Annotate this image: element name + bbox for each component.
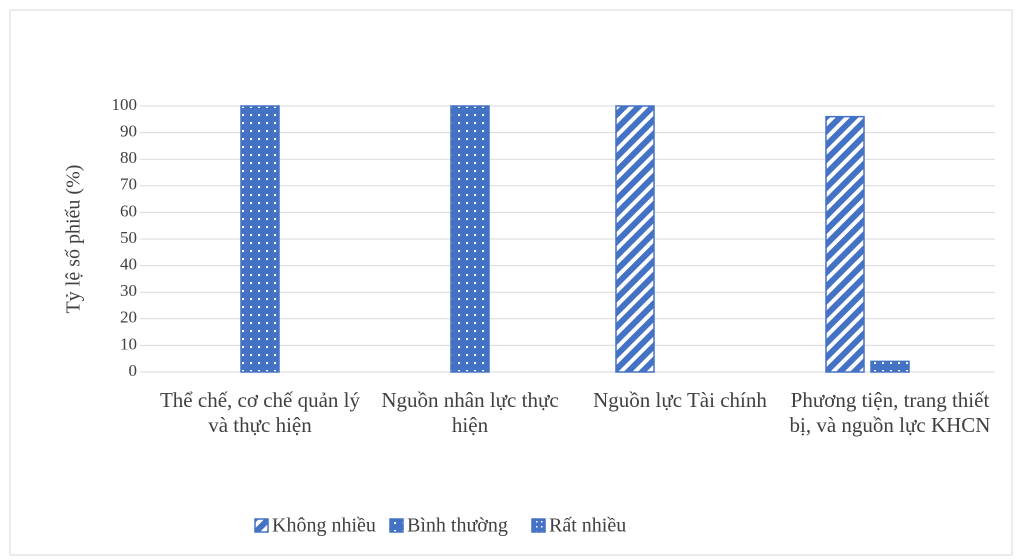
legend-label: Rất nhiều xyxy=(549,515,626,537)
y-tick-label: 50 xyxy=(120,228,137,247)
legend-label: Bình thường xyxy=(407,515,508,537)
y-tick-label: 80 xyxy=(120,148,137,167)
bar xyxy=(615,105,655,373)
y-tick-label: 70 xyxy=(120,175,137,194)
x-tick-label-box: Phương tiện, trang thiết bị, và nguồn lự… xyxy=(789,388,991,437)
bar xyxy=(870,360,910,373)
x-tick-label: Thể chế, cơ chế quản lý và thực hiện xyxy=(159,388,360,437)
x-tick-label: Nguồn lực Tài chính xyxy=(593,388,767,412)
x-tick-label-box: Nguồn lực Tài chính xyxy=(593,388,767,412)
legend-swatch xyxy=(389,518,404,533)
bar xyxy=(450,105,490,373)
legend-label: Không nhiều xyxy=(272,515,376,537)
x-tick-label: Phương tiện, trang thiết bị, và nguồn lự… xyxy=(789,388,991,437)
legend-swatch xyxy=(531,518,546,533)
y-tick-label: 30 xyxy=(120,281,137,300)
x-tick-label-box: Thể chế, cơ chế quản lý và thực hiện xyxy=(159,388,360,437)
x-tick-label-box: Nguồn nhân lực thực hiện xyxy=(381,388,559,437)
y-tick-label: 10 xyxy=(120,334,137,353)
y-tick-label: 100 xyxy=(112,95,138,114)
y-tick-label: 60 xyxy=(120,201,137,220)
y-tick-label: 0 xyxy=(129,361,138,380)
y-tick-label: 40 xyxy=(120,255,137,274)
bar xyxy=(825,115,865,373)
y-tick-label: 20 xyxy=(120,308,137,327)
y-tick-label: 90 xyxy=(120,122,137,141)
y-axis-label: Tỷ lệ số phiếu (%) xyxy=(63,165,85,314)
x-tick-label: Nguồn nhân lực thực hiện xyxy=(381,388,559,437)
bar xyxy=(240,105,280,373)
legend-swatch xyxy=(254,518,269,533)
